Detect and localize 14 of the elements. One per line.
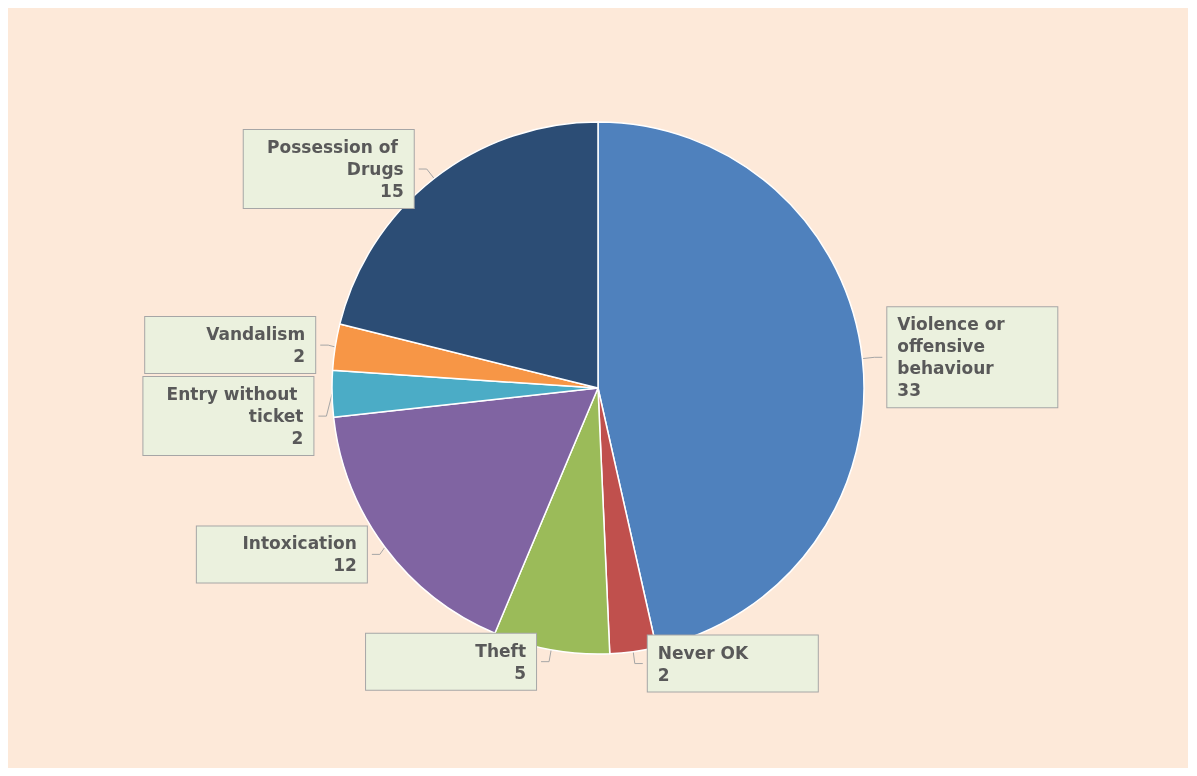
data-label: 15 <box>380 181 404 202</box>
slice-label: Vandalism <box>206 324 306 345</box>
slice-label: Entry without ticket <box>166 384 304 427</box>
slice-label: Possession of Drugs <box>267 137 404 180</box>
slice-label: Violence or offensive behaviour <box>897 314 1011 379</box>
data-label: 2 <box>291 428 304 449</box>
data-label: 33 <box>897 380 921 401</box>
data-label: 12 <box>333 555 357 576</box>
data-label: 2 <box>657 664 670 685</box>
slice-label: Intoxication <box>242 533 357 554</box>
slice-label: Never OK <box>657 642 749 663</box>
data-label: 2 <box>293 346 306 367</box>
data-label: 5 <box>514 662 527 683</box>
slice-label: Theft <box>475 640 527 661</box>
